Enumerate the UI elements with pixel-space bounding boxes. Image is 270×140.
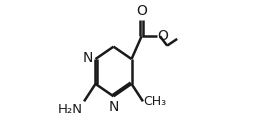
Text: O: O — [136, 4, 147, 18]
Text: O: O — [158, 29, 168, 43]
Text: H₂N: H₂N — [58, 103, 83, 116]
Text: N: N — [109, 100, 119, 114]
Text: N: N — [82, 51, 93, 65]
Text: CH₃: CH₃ — [144, 95, 167, 108]
